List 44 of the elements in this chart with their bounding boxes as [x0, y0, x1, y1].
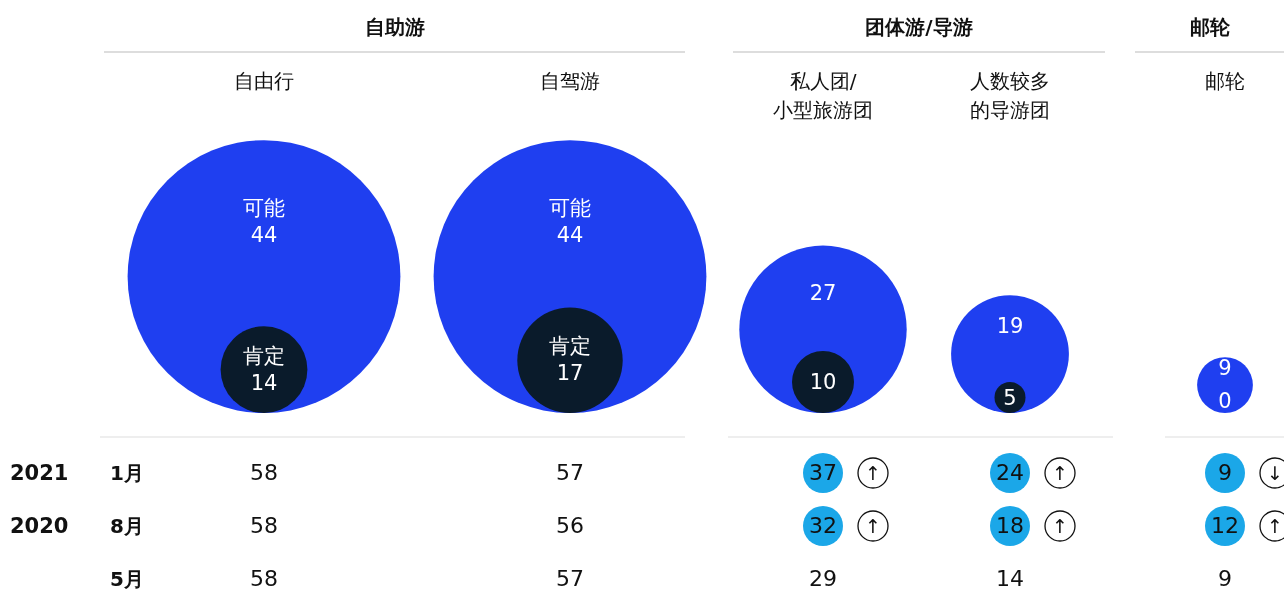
data-label: 肯定 14	[243, 343, 285, 395]
text: 自助游	[364, 15, 425, 39]
data-label: 9	[1218, 460, 1232, 485]
data-label: 0	[1218, 389, 1232, 413]
text: ↑	[1052, 462, 1068, 484]
category-label: 私人团/小型旅游团	[773, 69, 873, 122]
data-label: 10	[809, 370, 837, 394]
data-label: 19	[996, 314, 1024, 339]
category-label: 自驾游	[540, 69, 600, 93]
data-label: 32	[809, 513, 837, 538]
data-label: 58	[250, 460, 278, 485]
category-label: 自由行	[234, 69, 294, 93]
data-label: 肯定 17	[549, 334, 591, 386]
text: ↑	[1052, 515, 1068, 537]
data-label: 24	[996, 460, 1024, 485]
category-label: 邮轮	[1190, 15, 1231, 39]
data-label: 57	[556, 460, 584, 485]
data-label: 57	[556, 566, 584, 591]
data-label: 9	[1218, 566, 1232, 591]
text: ↑	[865, 515, 881, 537]
data-label: 18	[996, 513, 1024, 538]
text: 8月	[110, 514, 144, 538]
text: 邮轮	[1205, 69, 1245, 93]
text: 2021	[10, 461, 69, 485]
data-label: 56	[556, 513, 584, 538]
data-label: 可能 44	[243, 195, 285, 247]
data-label: 12	[1211, 513, 1239, 538]
data-label: 可能 44	[549, 195, 591, 247]
data-label: 29	[809, 566, 837, 591]
data-label: 58	[250, 566, 278, 591]
text: 1月	[110, 461, 144, 485]
text: ↑	[1267, 515, 1283, 537]
category-label: 人数较多的导游团	[970, 69, 1050, 122]
data-label: 14	[996, 566, 1024, 591]
text: ↓	[1267, 462, 1283, 484]
data-label: 37	[809, 460, 837, 485]
text: 2020	[10, 514, 69, 538]
text: 团体游/导游	[865, 15, 973, 39]
data-label: 58	[250, 513, 278, 538]
data-label: 5	[1003, 385, 1017, 410]
text: ↑	[865, 462, 881, 484]
data-label: 9	[1218, 356, 1232, 381]
text: 5月	[110, 567, 144, 591]
data-label: 27	[809, 281, 837, 306]
